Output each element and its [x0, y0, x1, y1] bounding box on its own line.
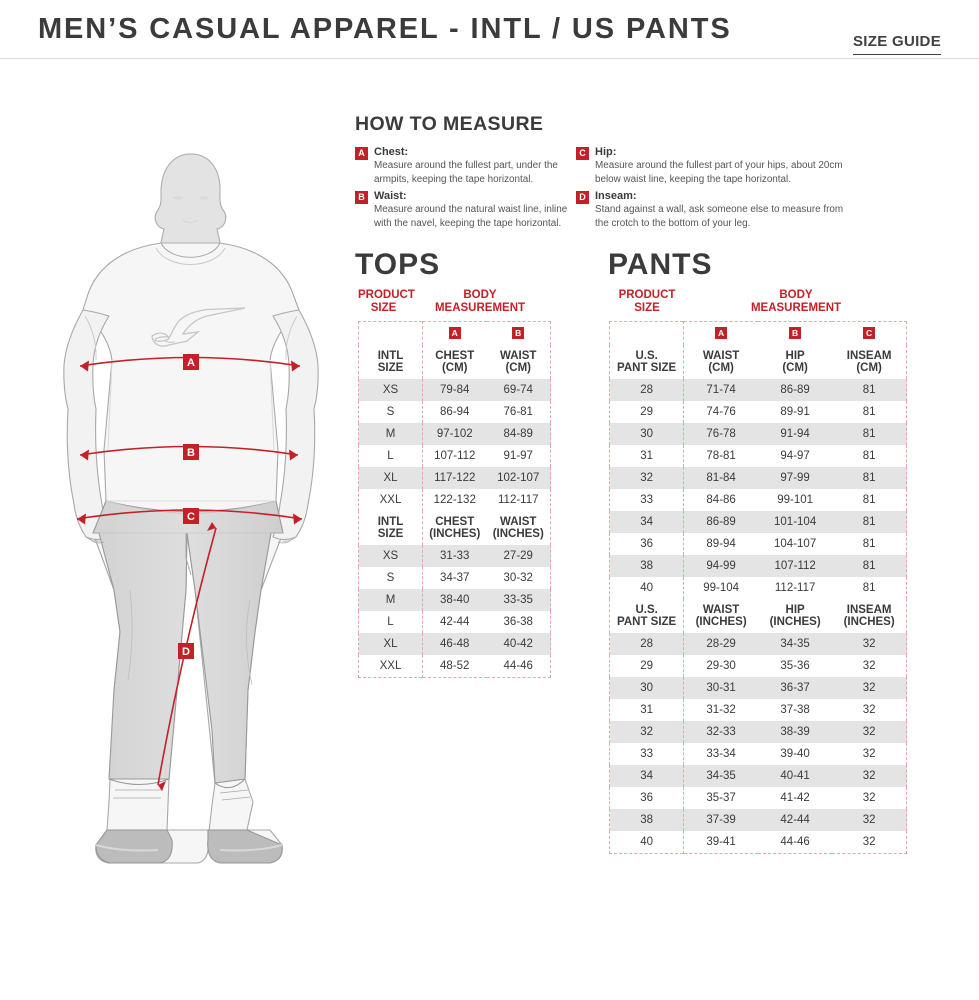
svg-text:D: D [182, 646, 190, 658]
svg-text:C: C [187, 511, 195, 523]
svg-text:A: A [187, 357, 195, 369]
svg-text:B: B [187, 447, 195, 459]
